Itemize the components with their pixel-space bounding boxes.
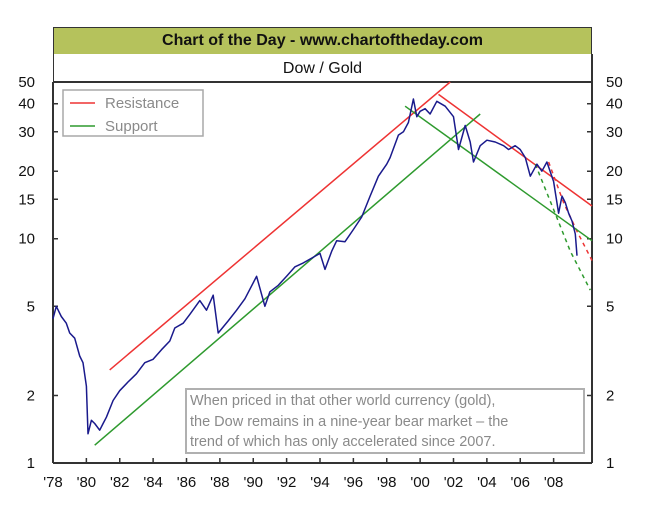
- x-tick-label: '92: [277, 474, 297, 491]
- x-tick-label: '84: [143, 474, 163, 491]
- x-tick-label: '82: [110, 474, 130, 491]
- y-tick-label-right: 5: [606, 298, 614, 315]
- y-tick-label-left: 20: [18, 163, 35, 180]
- y-tick-label-right: 40: [606, 96, 623, 113]
- x-tick-label: '88: [210, 474, 230, 491]
- y-tick-label-right: 15: [606, 191, 623, 208]
- y-tick-label-right: 20: [606, 163, 623, 180]
- y-tick-label-left: 10: [18, 231, 35, 248]
- legend: Resistance Support: [62, 89, 204, 137]
- x-tick-label: '80: [77, 474, 97, 491]
- y-tick-label-left: 15: [18, 191, 35, 208]
- y-tick-label-right: 10: [606, 231, 623, 248]
- y-tick-label-right: 50: [606, 74, 623, 91]
- x-tick-label: '00: [410, 474, 430, 491]
- y-tick-label-left: 2: [27, 387, 35, 404]
- axes: 1 1 2 2 5 5 10 10 15 15 20 20 30 30 40 40 50 50 '78 '80 '82 '…: [18, 54, 623, 491]
- x-tick-label: '96: [344, 474, 364, 491]
- x-tick-label: '98: [377, 474, 397, 491]
- annotation-line: When priced in that other world currency…: [190, 393, 496, 409]
- y-tick-label-right: 30: [606, 124, 623, 141]
- y-tick-label-left: 50: [18, 74, 35, 91]
- y-tick-label-right: 2: [606, 387, 614, 404]
- resistance-line-dashed: [547, 161, 593, 261]
- x-tick-label: '06: [510, 474, 530, 491]
- x-tick-label: '90: [243, 474, 263, 491]
- banner-title: Chart of the Day - www.chartoftheday.com: [162, 32, 483, 49]
- resistance-line-solid: [109, 81, 451, 371]
- x-tick-label: '04: [477, 474, 497, 491]
- legend-label-support: Support: [105, 118, 158, 135]
- y-tick-label-left: 5: [27, 298, 35, 315]
- x-tick-label: '86: [177, 474, 197, 491]
- x-tick-label: '94: [310, 474, 330, 491]
- annotation-line: trend of which has only accelerated sinc…: [190, 434, 496, 450]
- series-layer: [52, 98, 578, 435]
- x-tick-label: '08: [544, 474, 564, 491]
- y-tick-label-left: 40: [18, 96, 35, 113]
- chart-title: Dow / Gold: [282, 59, 363, 77]
- support-line-dashed: [534, 163, 591, 291]
- x-tick-label: '02: [444, 474, 464, 491]
- dow-gold-series-line: [52, 98, 578, 435]
- annotation-line: the Dow remains in a nine-year bear mark…: [190, 413, 509, 430]
- legend-label-resistance: Resistance: [105, 95, 179, 112]
- resistance-line-solid: [438, 93, 593, 207]
- chart-banner: Chart of the Day - www.chartoftheday.com: [53, 27, 592, 55]
- legend-box: [62, 89, 204, 137]
- chart-title-bar: Dow / Gold: [53, 54, 592, 83]
- support-line-solid: [404, 105, 593, 242]
- y-tick-label-left: 30: [18, 124, 35, 141]
- annotation-box: When priced in that other world currency…: [185, 388, 585, 454]
- y-tick-label-right: 1: [606, 455, 614, 472]
- x-tick-label: '78: [43, 474, 63, 491]
- support-line-solid: [94, 113, 481, 446]
- y-tick-label-left: 1: [27, 455, 35, 472]
